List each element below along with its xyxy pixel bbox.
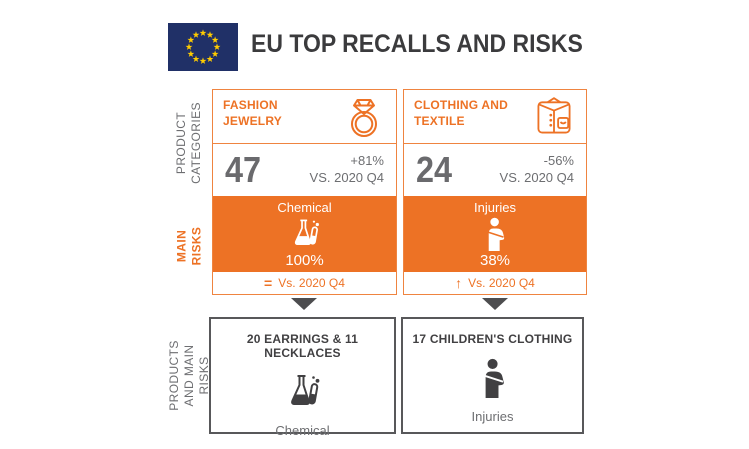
- injured-person-icon: [478, 217, 512, 251]
- eu-flag-icon: [168, 23, 238, 71]
- recall-count: 47: [225, 149, 262, 190]
- page-title: EU TOP RECALLS AND RISKS: [251, 30, 583, 58]
- category-card-clothing-textile: CLOTHING AND TEXTILE 24 -56% VS. 2020 Q4…: [403, 89, 587, 295]
- category-card-fashion-jewelry: FASHION JEWELRY 47 +81% VS. 2020 Q4 Chem…: [212, 89, 397, 295]
- chemical-flask-icon: [288, 217, 322, 251]
- recall-count: 24: [416, 149, 453, 190]
- products-title: 17 CHILDREN'S CLOTHING: [412, 332, 573, 346]
- risk-name: Chemical: [277, 199, 332, 215]
- risk-trend: = Vs. 2020 Q4: [213, 272, 396, 294]
- products-title: 20 EARRINGS & 11 NECKLACES: [246, 332, 359, 360]
- up-arrow-icon: ↑: [455, 275, 463, 291]
- trend-label: Vs. 2020 Q4: [468, 276, 535, 290]
- main-risk-panel: Injuries 38%: [404, 196, 586, 272]
- recall-change: -56% VS. 2020 Q4: [499, 153, 574, 185]
- trend-label: Vs. 2020 Q4: [278, 276, 345, 290]
- injured-person-icon: [473, 358, 513, 398]
- category-header: CLOTHING AND TEXTILE: [404, 90, 586, 144]
- risk-percent: 100%: [285, 251, 324, 269]
- products-risk-label: Chemical: [275, 423, 330, 438]
- products-risk-label: Injuries: [471, 409, 514, 424]
- equal-trend-icon: =: [264, 275, 273, 291]
- risk-trend: ↑ Vs. 2020 Q4: [404, 272, 586, 294]
- chemical-flask-icon: [283, 372, 323, 412]
- shirt-icon: [532, 95, 576, 139]
- category-header: FASHION JEWELRY: [213, 90, 396, 144]
- section-label-products-and-main-risks: PRODUCTS AND MAIN RISKS: [166, 340, 211, 411]
- section-label-product-categories: PRODUCT CATEGORIES: [174, 102, 204, 184]
- products-card-clothing-textile: 17 CHILDREN'S CLOTHING Injuries: [401, 317, 584, 434]
- ring-icon: [342, 95, 386, 139]
- category-title: CLOTHING AND TEXTILE: [414, 98, 508, 128]
- recall-change: +81% VS. 2020 Q4: [309, 153, 384, 185]
- down-arrow-icon: [291, 298, 317, 310]
- category-stats: 24 -56% VS. 2020 Q4: [404, 144, 586, 196]
- down-arrow-icon: [482, 298, 508, 310]
- main-risk-panel: Chemical 100%: [213, 196, 396, 272]
- section-label-main-risks: MAIN RISKS: [174, 226, 204, 266]
- products-card-fashion-jewelry: 20 EARRINGS & 11 NECKLACES Chemical: [209, 317, 396, 438]
- category-stats: 47 +81% VS. 2020 Q4: [213, 144, 396, 196]
- risk-percent: 38%: [479, 251, 511, 269]
- category-title: FASHION JEWELRY: [223, 98, 282, 128]
- risk-name: Injuries: [474, 199, 516, 215]
